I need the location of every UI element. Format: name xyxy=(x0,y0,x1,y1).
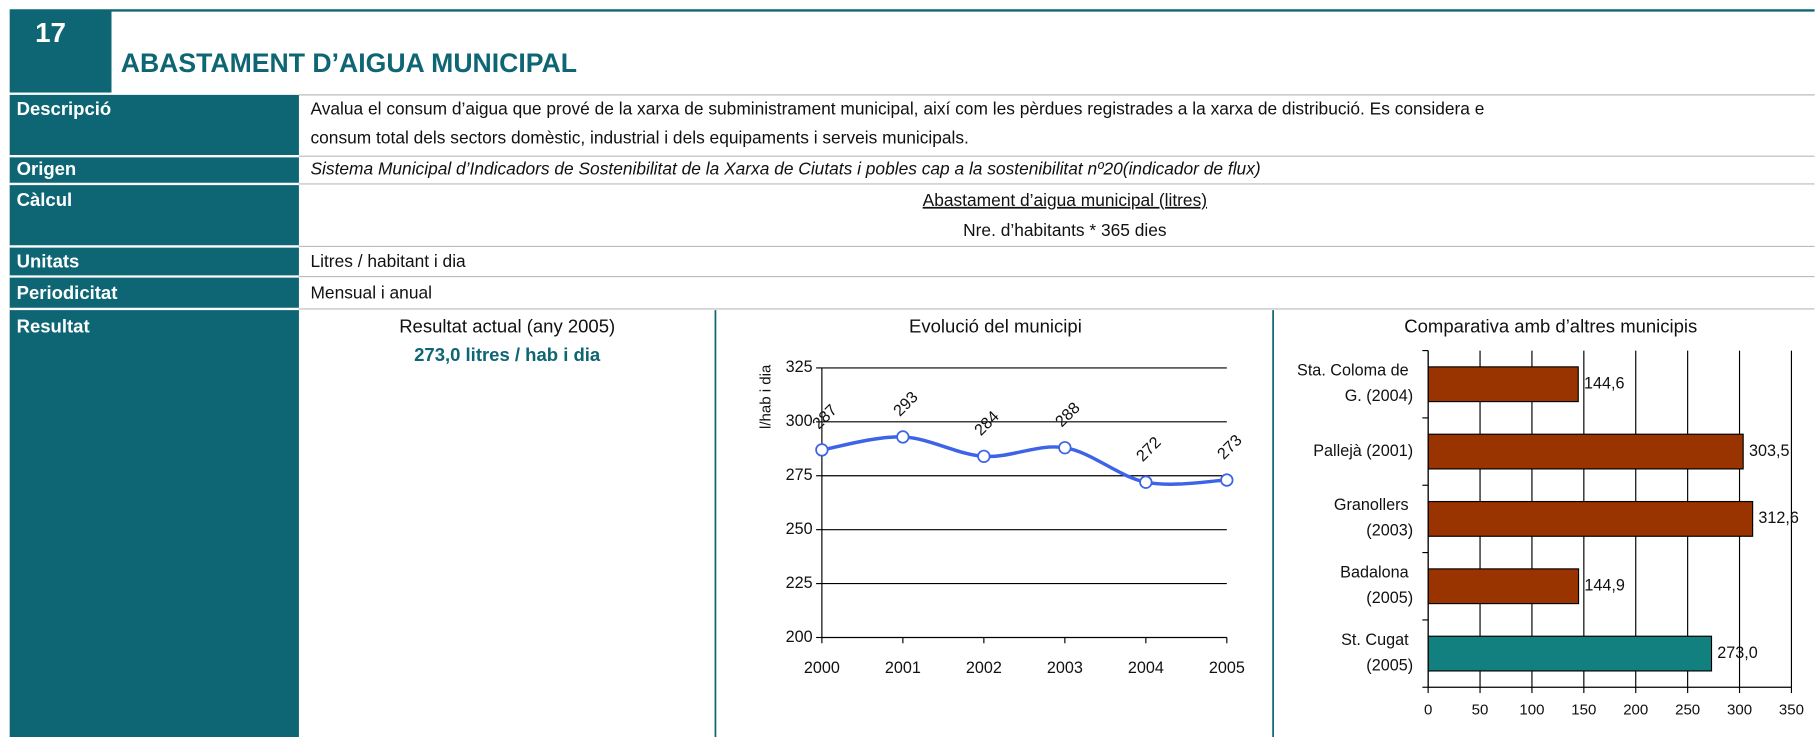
page-title: ABASTAMENT D’AIGUA MUNICIPAL xyxy=(121,48,577,78)
value-label: 273,0 xyxy=(1717,644,1758,662)
y-tick-label: 275 xyxy=(786,466,813,484)
x-tick-label: 2001 xyxy=(885,659,921,677)
value-label: 287 xyxy=(809,401,841,433)
point xyxy=(896,430,910,444)
x-tick-label: 2000 xyxy=(804,659,840,677)
y-tick-label: 225 xyxy=(786,574,813,592)
x-tick-label: 100 xyxy=(1519,701,1544,718)
value-label: 273 xyxy=(1214,431,1246,463)
row-label: Origen xyxy=(17,158,77,179)
value-label: 288 xyxy=(1052,399,1084,431)
number-box xyxy=(9,9,112,93)
point xyxy=(815,443,829,457)
x-tick-label: 350 xyxy=(1779,701,1804,718)
bar xyxy=(1427,568,1580,605)
row-separators xyxy=(9,155,299,311)
bar xyxy=(1427,635,1713,672)
value-label: 293 xyxy=(890,388,922,420)
value-label: 303,5 xyxy=(1749,442,1790,460)
value-label: 144,6 xyxy=(1584,375,1625,393)
row-text: Mensual i anual xyxy=(310,282,431,302)
x-tick-label: 300 xyxy=(1727,701,1752,718)
value-label: 144,9 xyxy=(1584,577,1625,595)
category-label: Granollers (2003) xyxy=(1334,496,1413,539)
row-text: Litres / habitant i dia xyxy=(310,251,466,271)
bar xyxy=(1427,366,1579,403)
row-label: Unitats xyxy=(17,251,80,272)
row-text: Avalua el consum d’aigua que prové de la… xyxy=(310,98,1484,118)
row-label: Descripció xyxy=(17,98,112,119)
series-line xyxy=(821,435,1227,486)
chart-title: Comparativa amb d’altres municipis xyxy=(1404,315,1697,336)
y-axis-label: l/hab i dia xyxy=(757,364,774,429)
formula-denominator: Nre. d’habitants * 365 dies xyxy=(963,220,1167,240)
x-tick-label: 200 xyxy=(1623,701,1648,718)
content-separators xyxy=(298,94,1815,310)
y-tick-label: 250 xyxy=(786,520,813,538)
point xyxy=(1220,473,1234,487)
label-column xyxy=(9,94,299,737)
y-tick-label: 200 xyxy=(786,628,813,646)
point xyxy=(1058,441,1072,455)
point xyxy=(1139,475,1153,489)
value-label: 284 xyxy=(971,408,1003,440)
row-label: Resultat xyxy=(17,315,90,336)
x-tick-label: 150 xyxy=(1571,701,1596,718)
y-tick-label: 325 xyxy=(786,358,813,376)
category-label: Pallejà (2001) xyxy=(1313,442,1413,460)
formula-numerator: Abastament d’aigua municipal (litres) xyxy=(923,190,1207,210)
result-value: 273,0 litres / hab i dia xyxy=(414,344,601,365)
bar xyxy=(1427,500,1754,537)
chart-title: Evolució del municipi xyxy=(909,315,1082,336)
bar xyxy=(1427,433,1744,470)
x-tick-label: 2004 xyxy=(1128,659,1164,677)
x-tick-label: 50 xyxy=(1472,701,1489,718)
row-text: Sistema Municipal d’Indicadors de Sosten… xyxy=(310,159,1260,179)
point xyxy=(977,449,991,463)
indicator-number: 17 xyxy=(35,17,66,48)
x-tick-label: 2003 xyxy=(1047,659,1083,677)
y-tick-label: 300 xyxy=(786,412,813,430)
x-tick-label: 250 xyxy=(1675,701,1700,718)
x-tick-label: 0 xyxy=(1424,701,1432,718)
result-heading: Resultat actual (any 2005) xyxy=(399,315,615,336)
row-text: consum total dels sectors domèstic, indu… xyxy=(310,127,968,147)
x-tick-label: 2005 xyxy=(1209,659,1245,677)
row-label: Càlcul xyxy=(17,189,73,210)
category-label: Badalona (2005) xyxy=(1340,564,1413,607)
x-tick-label: 2002 xyxy=(966,659,1002,677)
value-label: 312,6 xyxy=(1758,509,1799,527)
category-label: St. Cugat (2005) xyxy=(1341,631,1413,674)
category-label: Sta. Coloma de G. (2004) xyxy=(1297,362,1413,405)
row-label: Periodicitat xyxy=(17,282,118,303)
value-label: 272 xyxy=(1133,433,1165,465)
